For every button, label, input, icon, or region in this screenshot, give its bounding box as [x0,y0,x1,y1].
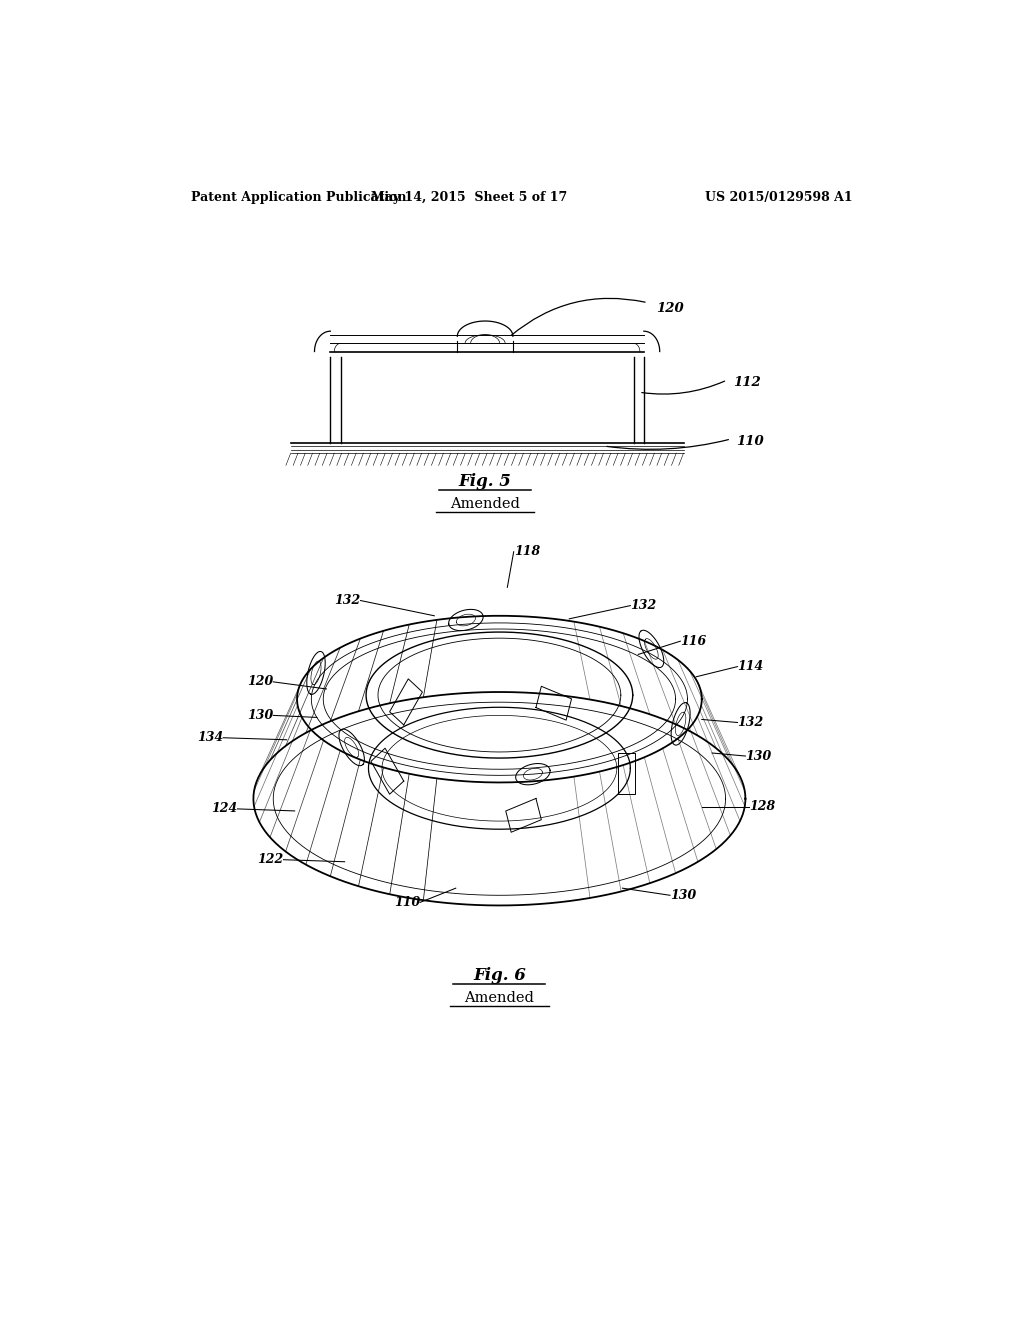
Text: 110: 110 [736,436,764,449]
Text: 132: 132 [631,599,656,612]
Text: US 2015/0129598 A1: US 2015/0129598 A1 [705,190,853,203]
Text: 122: 122 [257,853,284,866]
Text: 110: 110 [394,896,420,909]
Text: Patent Application Publication: Patent Application Publication [191,190,407,203]
Text: 120: 120 [247,676,273,688]
Text: May 14, 2015  Sheet 5 of 17: May 14, 2015 Sheet 5 of 17 [371,190,567,203]
Text: 130: 130 [670,888,696,902]
Text: Amended: Amended [465,991,535,1005]
Text: 132: 132 [334,594,360,607]
Text: Fig. 6: Fig. 6 [473,968,526,985]
Text: 132: 132 [737,715,764,729]
Text: Fig. 5: Fig. 5 [459,473,512,490]
Text: 114: 114 [737,660,764,673]
Text: 130: 130 [745,750,772,763]
Text: 130: 130 [247,709,273,722]
Text: 128: 128 [750,800,775,813]
Text: 134: 134 [197,731,223,744]
Text: 118: 118 [514,545,540,558]
Text: 116: 116 [680,635,707,648]
Text: 120: 120 [655,302,683,315]
Text: 112: 112 [733,375,761,388]
Text: 124: 124 [211,803,238,816]
Text: Amended: Amended [451,496,520,511]
